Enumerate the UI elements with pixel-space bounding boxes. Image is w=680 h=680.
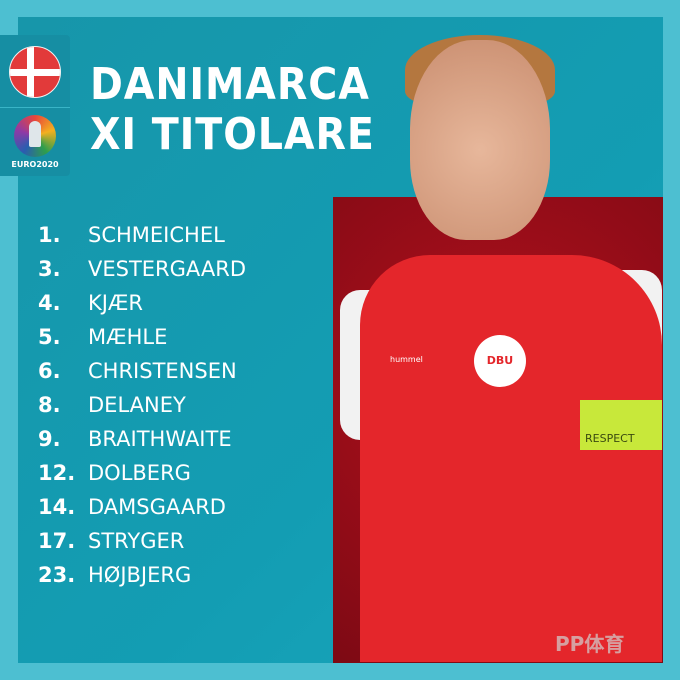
player-name: CHRISTENSEN	[88, 359, 237, 383]
title-line-1: DANIMARCA	[90, 59, 370, 110]
list-item: 5. MÆHLE	[38, 320, 246, 354]
player-number: 17.	[38, 529, 76, 553]
list-item: 8. DELANEY	[38, 388, 246, 422]
title-line-2: XI TITOLARE	[90, 109, 375, 160]
armband-text: RESPECT	[585, 432, 635, 445]
player-number: 1.	[38, 223, 61, 247]
euro2020-logo-text: EURO2020	[11, 160, 59, 169]
dbu-crest-icon: DBU	[474, 335, 526, 387]
player-number: 3.	[38, 257, 61, 281]
player-number: 4.	[38, 291, 61, 315]
player-name: MÆHLE	[88, 325, 168, 349]
list-item: 23. HØJBJERG	[38, 558, 246, 592]
player-number: 9.	[38, 427, 61, 451]
player-number: 12.	[38, 461, 76, 485]
euro2020-logo-icon	[14, 115, 56, 157]
team-badge-panel: EURO2020	[0, 35, 70, 176]
player-number: 8.	[38, 393, 61, 417]
player-head	[410, 40, 550, 240]
list-item: 1. SCHMEICHEL	[38, 218, 246, 252]
player-name: SCHMEICHEL	[88, 223, 225, 247]
player-name: VESTERGAARD	[88, 257, 247, 281]
player-name: DELANEY	[88, 393, 186, 417]
list-item: 12. DOLBERG	[38, 456, 246, 490]
player-number: 5.	[38, 325, 61, 349]
page-title: DANIMARCA XI TITOLARE	[90, 60, 375, 160]
player-shirt	[360, 255, 662, 662]
player-number: 23.	[38, 563, 76, 587]
player-number: 14.	[38, 495, 76, 519]
player-name: STRYGER	[88, 529, 185, 553]
list-item: 17. STRYGER	[38, 524, 246, 558]
player-number: 6.	[38, 359, 61, 383]
list-item: 3. VESTERGAARD	[38, 252, 246, 286]
player-name: DOLBERG	[88, 461, 191, 485]
player-name: BRAITHWAITE	[88, 427, 232, 451]
lineup-list: 1. SCHMEICHEL 3. VESTERGAARD 4. KJÆR 5. MÆHL…	[38, 218, 246, 592]
denmark-flag-icon	[9, 46, 61, 98]
captain-armband	[580, 400, 662, 450]
player-name: KJÆR	[88, 291, 144, 315]
hummel-logo: hummel	[390, 355, 423, 364]
watermark-logo: PP体育	[555, 632, 625, 656]
list-item: 6. CHRISTENSEN	[38, 354, 246, 388]
list-item: 4. KJÆR	[38, 286, 246, 320]
player-name: HØJBJERG	[88, 563, 192, 587]
player-name: DAMSGAARD	[88, 495, 226, 519]
list-item: 14. DAMSGAARD	[38, 490, 246, 524]
list-item: 9. BRAITHWAITE	[38, 422, 246, 456]
